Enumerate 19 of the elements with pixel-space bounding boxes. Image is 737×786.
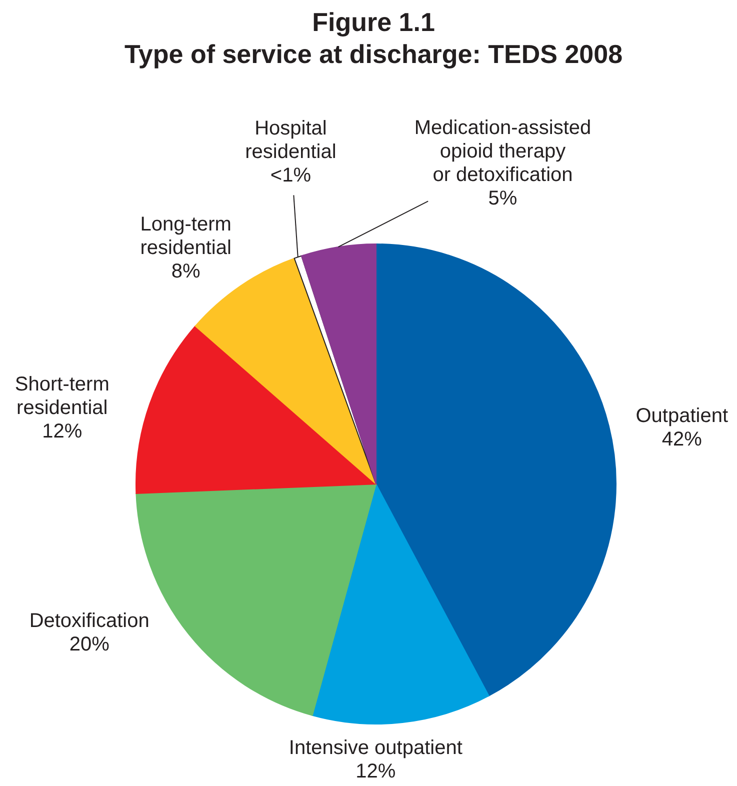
slice-label: Medication-assisted opioid therapy or detoxification bbox=[414, 116, 592, 186]
data-label: <1% bbox=[270, 164, 312, 186]
slice-label: Short-term residential bbox=[14, 373, 110, 419]
data-label: 20% bbox=[69, 634, 110, 656]
slice-label: Detoxification bbox=[29, 610, 150, 632]
chart-title: Figure 1.1 bbox=[312, 7, 435, 37]
data-label: 42% bbox=[662, 428, 702, 450]
slice-label: Long-term residential bbox=[140, 214, 232, 260]
pie-slice bbox=[376, 244, 616, 696]
data-label: 8% bbox=[171, 260, 201, 283]
chart-subtitle: Type of service at discharge: TEDS 2008 bbox=[124, 39, 623, 69]
data-label: 5% bbox=[488, 187, 518, 210]
slice-label: Hospital residential bbox=[245, 117, 336, 163]
pie-slice bbox=[312, 484, 490, 724]
data-label: 12% bbox=[42, 420, 82, 442]
data-label: 12% bbox=[356, 760, 396, 783]
slice-label: Outpatient bbox=[636, 405, 728, 427]
pie-slice bbox=[136, 326, 376, 494]
slice-label: Intensive outpatient bbox=[288, 737, 463, 760]
